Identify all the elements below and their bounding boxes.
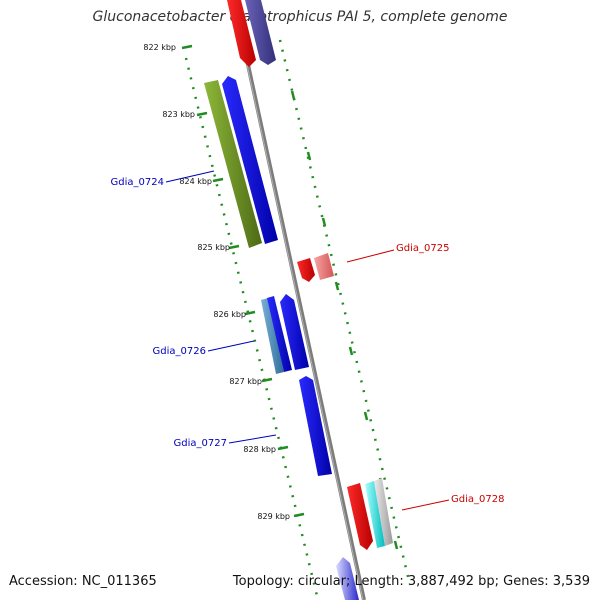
topology-text: Topology: circular; Length: 3,887,492 bp… <box>232 574 590 589</box>
map-title: Gluconacetobacter diazotrophicus PAI 5, … <box>92 9 508 25</box>
scale-label-826: 826 kbp <box>213 310 246 319</box>
outer-major-ticks <box>181 44 305 518</box>
gene-top-red <box>227 0 256 67</box>
gene-gdia-0726-steel <box>261 298 284 374</box>
gene-bottom-lightblue <box>336 557 359 600</box>
genome-backbone <box>232 0 366 600</box>
scale-label-827: 827 kbp <box>229 377 262 386</box>
gene-label-gdia-0724[interactable]: Gdia_0724 <box>111 177 164 188</box>
gene-top-purple <box>245 0 276 65</box>
gene-blue-826 <box>280 294 309 370</box>
leader-gdia-0726 <box>207 340 255 352</box>
gene-label-gdia-0725[interactable]: Gdia_0725 <box>396 243 449 254</box>
gene-blue-824 <box>222 76 278 244</box>
scale-label-823: 823 kbp <box>162 110 195 119</box>
accession-text: Accession: NC_011365 <box>9 574 157 589</box>
scale-label-824: 824 kbp <box>179 177 212 186</box>
gene-gdia-0724 <box>204 80 262 248</box>
gene-gdia-0728-grey <box>374 478 393 546</box>
gene-gdia-0725-pink <box>314 253 334 280</box>
gene-gdia-0728-cyan <box>365 481 385 548</box>
gene-label-gdia-0728[interactable]: Gdia_0728 <box>451 494 504 505</box>
scale-label-825: 825 kbp <box>197 243 230 252</box>
gene-gdia-0728-red <box>347 483 373 550</box>
leader-gdia-0725 <box>346 249 395 263</box>
gene-label-gdia-0727[interactable]: Gdia_0727 <box>174 438 227 449</box>
scale-label-829: 829 kbp <box>257 512 290 521</box>
gene-gdia-0726 <box>267 296 292 372</box>
leader-gdia-0727 <box>228 434 277 444</box>
leader-gdia-0724 <box>165 170 215 183</box>
gene-gdia-0725 <box>297 258 315 282</box>
leader-gdia-0728 <box>401 499 450 511</box>
gene-label-gdia-0726[interactable]: Gdia_0726 <box>153 346 206 357</box>
gene-gdia-0727 <box>299 376 332 476</box>
scale-label-822: 822 kbp <box>143 43 176 52</box>
scale-label-828: 828 kbp <box>243 445 276 454</box>
inner-scale-track <box>278 39 412 586</box>
